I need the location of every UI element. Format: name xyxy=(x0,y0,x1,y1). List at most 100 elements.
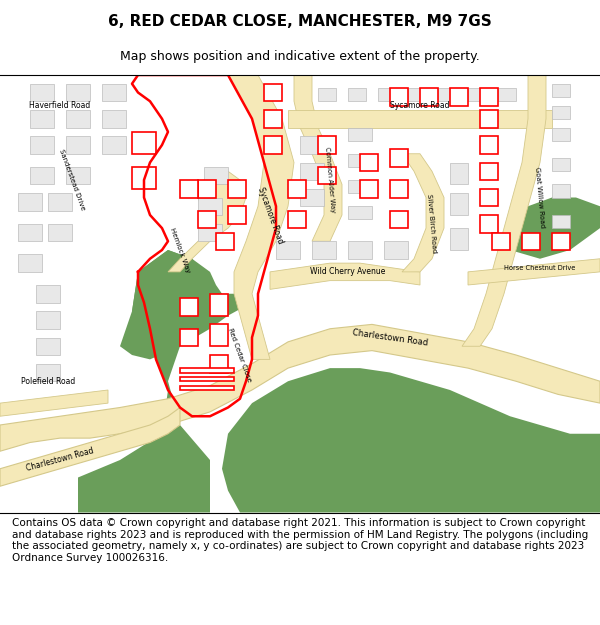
Polygon shape xyxy=(36,285,60,302)
Polygon shape xyxy=(36,364,60,381)
Polygon shape xyxy=(348,127,372,141)
Polygon shape xyxy=(288,211,306,228)
Polygon shape xyxy=(450,88,468,106)
Polygon shape xyxy=(552,127,570,141)
Polygon shape xyxy=(204,167,228,184)
Polygon shape xyxy=(288,110,552,128)
Polygon shape xyxy=(228,180,246,198)
Polygon shape xyxy=(30,136,54,154)
Polygon shape xyxy=(288,180,306,198)
Text: Map shows position and indicative extent of the property.: Map shows position and indicative extent… xyxy=(120,50,480,62)
Polygon shape xyxy=(180,386,234,390)
Polygon shape xyxy=(552,106,570,119)
Polygon shape xyxy=(48,193,72,211)
Text: Sycamore Road: Sycamore Road xyxy=(256,186,284,244)
Polygon shape xyxy=(228,75,294,359)
Polygon shape xyxy=(318,88,336,101)
Polygon shape xyxy=(66,84,90,101)
Polygon shape xyxy=(210,324,228,346)
Polygon shape xyxy=(102,84,126,101)
Text: Hemlock Way: Hemlock Way xyxy=(169,227,191,273)
Polygon shape xyxy=(480,162,498,180)
Polygon shape xyxy=(180,377,234,381)
Polygon shape xyxy=(348,241,372,259)
Polygon shape xyxy=(264,136,282,154)
Polygon shape xyxy=(198,198,222,215)
Polygon shape xyxy=(0,408,180,486)
Text: 6, RED CEDAR CLOSE, MANCHESTER, M9 7GS: 6, RED CEDAR CLOSE, MANCHESTER, M9 7GS xyxy=(108,14,492,29)
Polygon shape xyxy=(408,88,426,101)
Text: Silver Birch Road: Silver Birch Road xyxy=(427,194,437,254)
Polygon shape xyxy=(18,193,42,211)
Polygon shape xyxy=(168,171,246,272)
Text: Common Alder Way: Common Alder Way xyxy=(324,147,336,213)
Text: Contains OS data © Crown copyright and database right 2021. This information is : Contains OS data © Crown copyright and d… xyxy=(12,518,588,563)
Text: Polefield Road: Polefield Road xyxy=(21,377,75,386)
Text: Sycamore Road: Sycamore Road xyxy=(390,101,450,110)
Polygon shape xyxy=(48,224,72,241)
Polygon shape xyxy=(450,193,468,215)
Polygon shape xyxy=(132,167,156,189)
Polygon shape xyxy=(552,184,570,198)
Text: Red Cedar Close: Red Cedar Close xyxy=(227,328,253,382)
Polygon shape xyxy=(498,88,516,101)
Polygon shape xyxy=(390,180,408,198)
Polygon shape xyxy=(30,110,54,128)
Polygon shape xyxy=(210,294,228,316)
Polygon shape xyxy=(480,88,498,106)
Polygon shape xyxy=(78,250,252,512)
Polygon shape xyxy=(0,324,600,451)
Polygon shape xyxy=(102,136,126,154)
Polygon shape xyxy=(318,136,336,154)
Polygon shape xyxy=(312,241,336,259)
Polygon shape xyxy=(180,180,198,198)
Polygon shape xyxy=(300,136,324,154)
Polygon shape xyxy=(318,167,336,184)
Polygon shape xyxy=(66,110,90,128)
Polygon shape xyxy=(438,88,456,101)
Polygon shape xyxy=(180,368,234,372)
Polygon shape xyxy=(348,154,372,167)
Polygon shape xyxy=(18,254,42,272)
Polygon shape xyxy=(480,189,498,206)
Polygon shape xyxy=(348,180,372,193)
Polygon shape xyxy=(552,158,570,171)
Text: Wild Cherry Avenue: Wild Cherry Avenue xyxy=(310,268,386,276)
Polygon shape xyxy=(18,224,42,241)
Polygon shape xyxy=(480,136,498,154)
Polygon shape xyxy=(348,206,372,219)
Polygon shape xyxy=(36,338,60,355)
Polygon shape xyxy=(450,162,468,184)
Polygon shape xyxy=(360,180,378,198)
Polygon shape xyxy=(222,368,600,512)
Polygon shape xyxy=(390,211,408,228)
Polygon shape xyxy=(180,298,198,316)
Polygon shape xyxy=(0,390,108,416)
Text: Horse Chestnut Drive: Horse Chestnut Drive xyxy=(505,264,575,271)
Polygon shape xyxy=(210,355,228,372)
Polygon shape xyxy=(390,88,408,106)
Polygon shape xyxy=(216,232,234,250)
Polygon shape xyxy=(348,88,366,101)
Polygon shape xyxy=(522,232,540,250)
Polygon shape xyxy=(462,75,546,346)
Polygon shape xyxy=(66,136,90,154)
Polygon shape xyxy=(30,167,54,184)
Polygon shape xyxy=(264,84,282,101)
Polygon shape xyxy=(300,162,324,180)
Polygon shape xyxy=(510,198,600,259)
Polygon shape xyxy=(30,84,54,101)
Polygon shape xyxy=(552,232,570,250)
Polygon shape xyxy=(270,263,420,289)
Polygon shape xyxy=(66,167,90,184)
Text: Charlestown Road: Charlestown Road xyxy=(352,328,428,348)
Polygon shape xyxy=(198,224,222,241)
Polygon shape xyxy=(276,241,300,259)
Text: Goat Willow Road: Goat Willow Road xyxy=(535,167,545,228)
Polygon shape xyxy=(402,154,444,272)
Polygon shape xyxy=(468,259,600,285)
Polygon shape xyxy=(450,228,468,250)
Text: Haverfield Road: Haverfield Road xyxy=(29,101,91,110)
Text: Sanderstead Drive: Sanderstead Drive xyxy=(58,149,86,211)
Polygon shape xyxy=(198,180,216,198)
